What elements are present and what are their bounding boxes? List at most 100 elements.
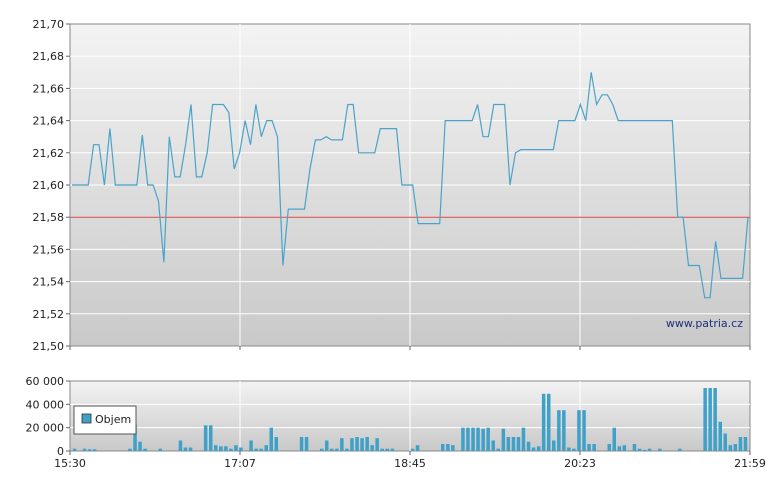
volume-bar [188, 447, 193, 451]
volume-bar [617, 446, 622, 451]
price-series-line [72, 72, 749, 299]
volume-bar [239, 447, 243, 451]
volume-bar [728, 445, 733, 451]
volume-tick-label: 0 [57, 445, 64, 458]
volume-bar [143, 448, 147, 451]
volume-bar [320, 448, 324, 451]
volume-bar [219, 446, 223, 451]
price-tick-label: 21,58 [33, 211, 65, 224]
volume-bar [214, 445, 218, 451]
volume-bar [703, 388, 707, 451]
volume-bar [203, 425, 208, 451]
volume-bar [541, 393, 546, 451]
volume-bar [92, 449, 97, 452]
volume-bar [410, 448, 415, 451]
volume-bar [360, 438, 364, 451]
volume-bar [441, 444, 445, 451]
volume-bar [642, 449, 647, 451]
volume-bar [274, 437, 278, 451]
volume-bar [330, 448, 334, 451]
volume-bar [496, 448, 500, 451]
volume-bar [72, 448, 77, 451]
volume-tick-label: 40 000 [26, 398, 65, 411]
volume-bar [224, 446, 228, 451]
volume-bar [738, 437, 743, 451]
volume-bar [299, 437, 304, 451]
volume-bar [491, 440, 495, 451]
volume-bar [133, 424, 137, 451]
volume-bar [486, 427, 490, 451]
volume-bar [249, 440, 253, 451]
volume-bar [577, 410, 581, 451]
volume-bar [128, 448, 132, 451]
x-tick-label: 15:30 [54, 457, 86, 470]
volume-bar [158, 448, 162, 451]
volume-bar [370, 445, 374, 451]
volume-bar [536, 446, 541, 451]
legend-label: Objem [95, 413, 131, 426]
volume-bar [607, 444, 611, 451]
watermark: www.patria.cz [666, 317, 743, 330]
volume-bar [355, 437, 359, 451]
volume-bar [723, 433, 727, 451]
volume-bar [269, 427, 273, 451]
volume-bar [350, 438, 354, 451]
volume-bar [178, 440, 183, 451]
volume-bar [385, 448, 389, 451]
volume-bar [733, 444, 738, 451]
price-tick-label: 21,56 [33, 243, 65, 256]
volume-bar [335, 448, 339, 451]
x-tick-label: 21:59 [734, 457, 766, 470]
volume-bar [511, 437, 516, 451]
volume-bar [647, 448, 652, 451]
price-tick-label: 21,54 [33, 276, 65, 289]
volume-bar [380, 448, 384, 451]
volume-bar [365, 437, 369, 451]
volume-bar [138, 441, 142, 451]
volume-bar [718, 421, 722, 451]
price-tick-label: 21,66 [33, 82, 65, 95]
volume-bar [572, 448, 576, 451]
price-tick-label: 21,70 [33, 18, 65, 31]
volume-bar [678, 448, 682, 451]
volume-tick-label: 60 000 [26, 375, 65, 388]
volume-bar [552, 440, 556, 451]
volume-bar [87, 449, 92, 452]
volume-bar [415, 445, 420, 451]
volume-bar [516, 437, 521, 451]
volume-bar [531, 447, 536, 451]
volume-bar [325, 440, 329, 451]
volume-tick-label: 20 000 [26, 422, 65, 435]
volume-bar [557, 410, 561, 451]
volume-bar [304, 437, 309, 451]
price-tick-label: 21,60 [33, 179, 65, 192]
volume-bar [461, 427, 465, 451]
volume-bar [390, 448, 395, 451]
volume-bar [547, 393, 551, 451]
volume-panel: 0 20 000 40 000 60 000 15:30 17:07 18:45 20:23 2… [26, 375, 766, 470]
volume-bar [340, 438, 344, 451]
volume-bar [471, 427, 475, 451]
volume-bar [229, 448, 233, 451]
volume-bar [264, 445, 268, 451]
volume-bar [708, 388, 712, 451]
price-tick-label: 21,64 [33, 115, 65, 128]
volume-bar [526, 441, 531, 451]
volume-bar [587, 444, 591, 451]
x-tick-label: 18:45 [394, 457, 426, 470]
price-panel: 21,50 21,52 21,54 21,56 21,58 21,60 21,62 21,64… [33, 18, 751, 353]
price-tick-label: 21,62 [33, 147, 65, 160]
volume-bar [658, 448, 662, 451]
volume-bar [345, 448, 349, 451]
volume-bar [481, 428, 485, 451]
volume-bar [637, 448, 642, 451]
volume-bar [562, 410, 566, 451]
volume-bar [209, 425, 213, 451]
volume-bar [612, 427, 616, 451]
volume-bar [506, 437, 511, 451]
volume-bar [743, 437, 748, 451]
volume-bar [713, 388, 717, 451]
volume-bar [446, 444, 450, 451]
